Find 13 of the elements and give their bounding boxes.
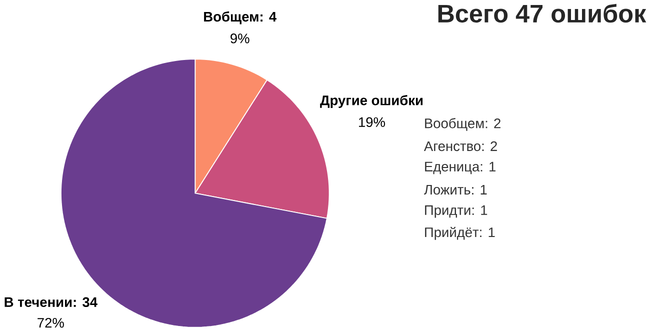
text: Придти: 1 xyxy=(425,205,488,218)
text: Ложить: 1 xyxy=(424,184,487,194)
slice-label: В течении: 34 xyxy=(4,297,98,307)
slice-label: Другие ошибки xyxy=(320,94,423,108)
data-label: 19% xyxy=(359,117,385,127)
slice-label: Вобщем: 4 xyxy=(204,11,277,24)
data-label: 9% xyxy=(230,33,250,44)
text: Вообщем: 2 xyxy=(425,118,500,131)
text: Всего 47 ошибок xyxy=(438,4,646,22)
text: Прийдёт: 1 xyxy=(425,226,495,240)
data-label: 72% xyxy=(38,318,64,328)
text: Еденица: 1 xyxy=(425,162,496,174)
text: Агенство: 2 xyxy=(424,141,497,151)
